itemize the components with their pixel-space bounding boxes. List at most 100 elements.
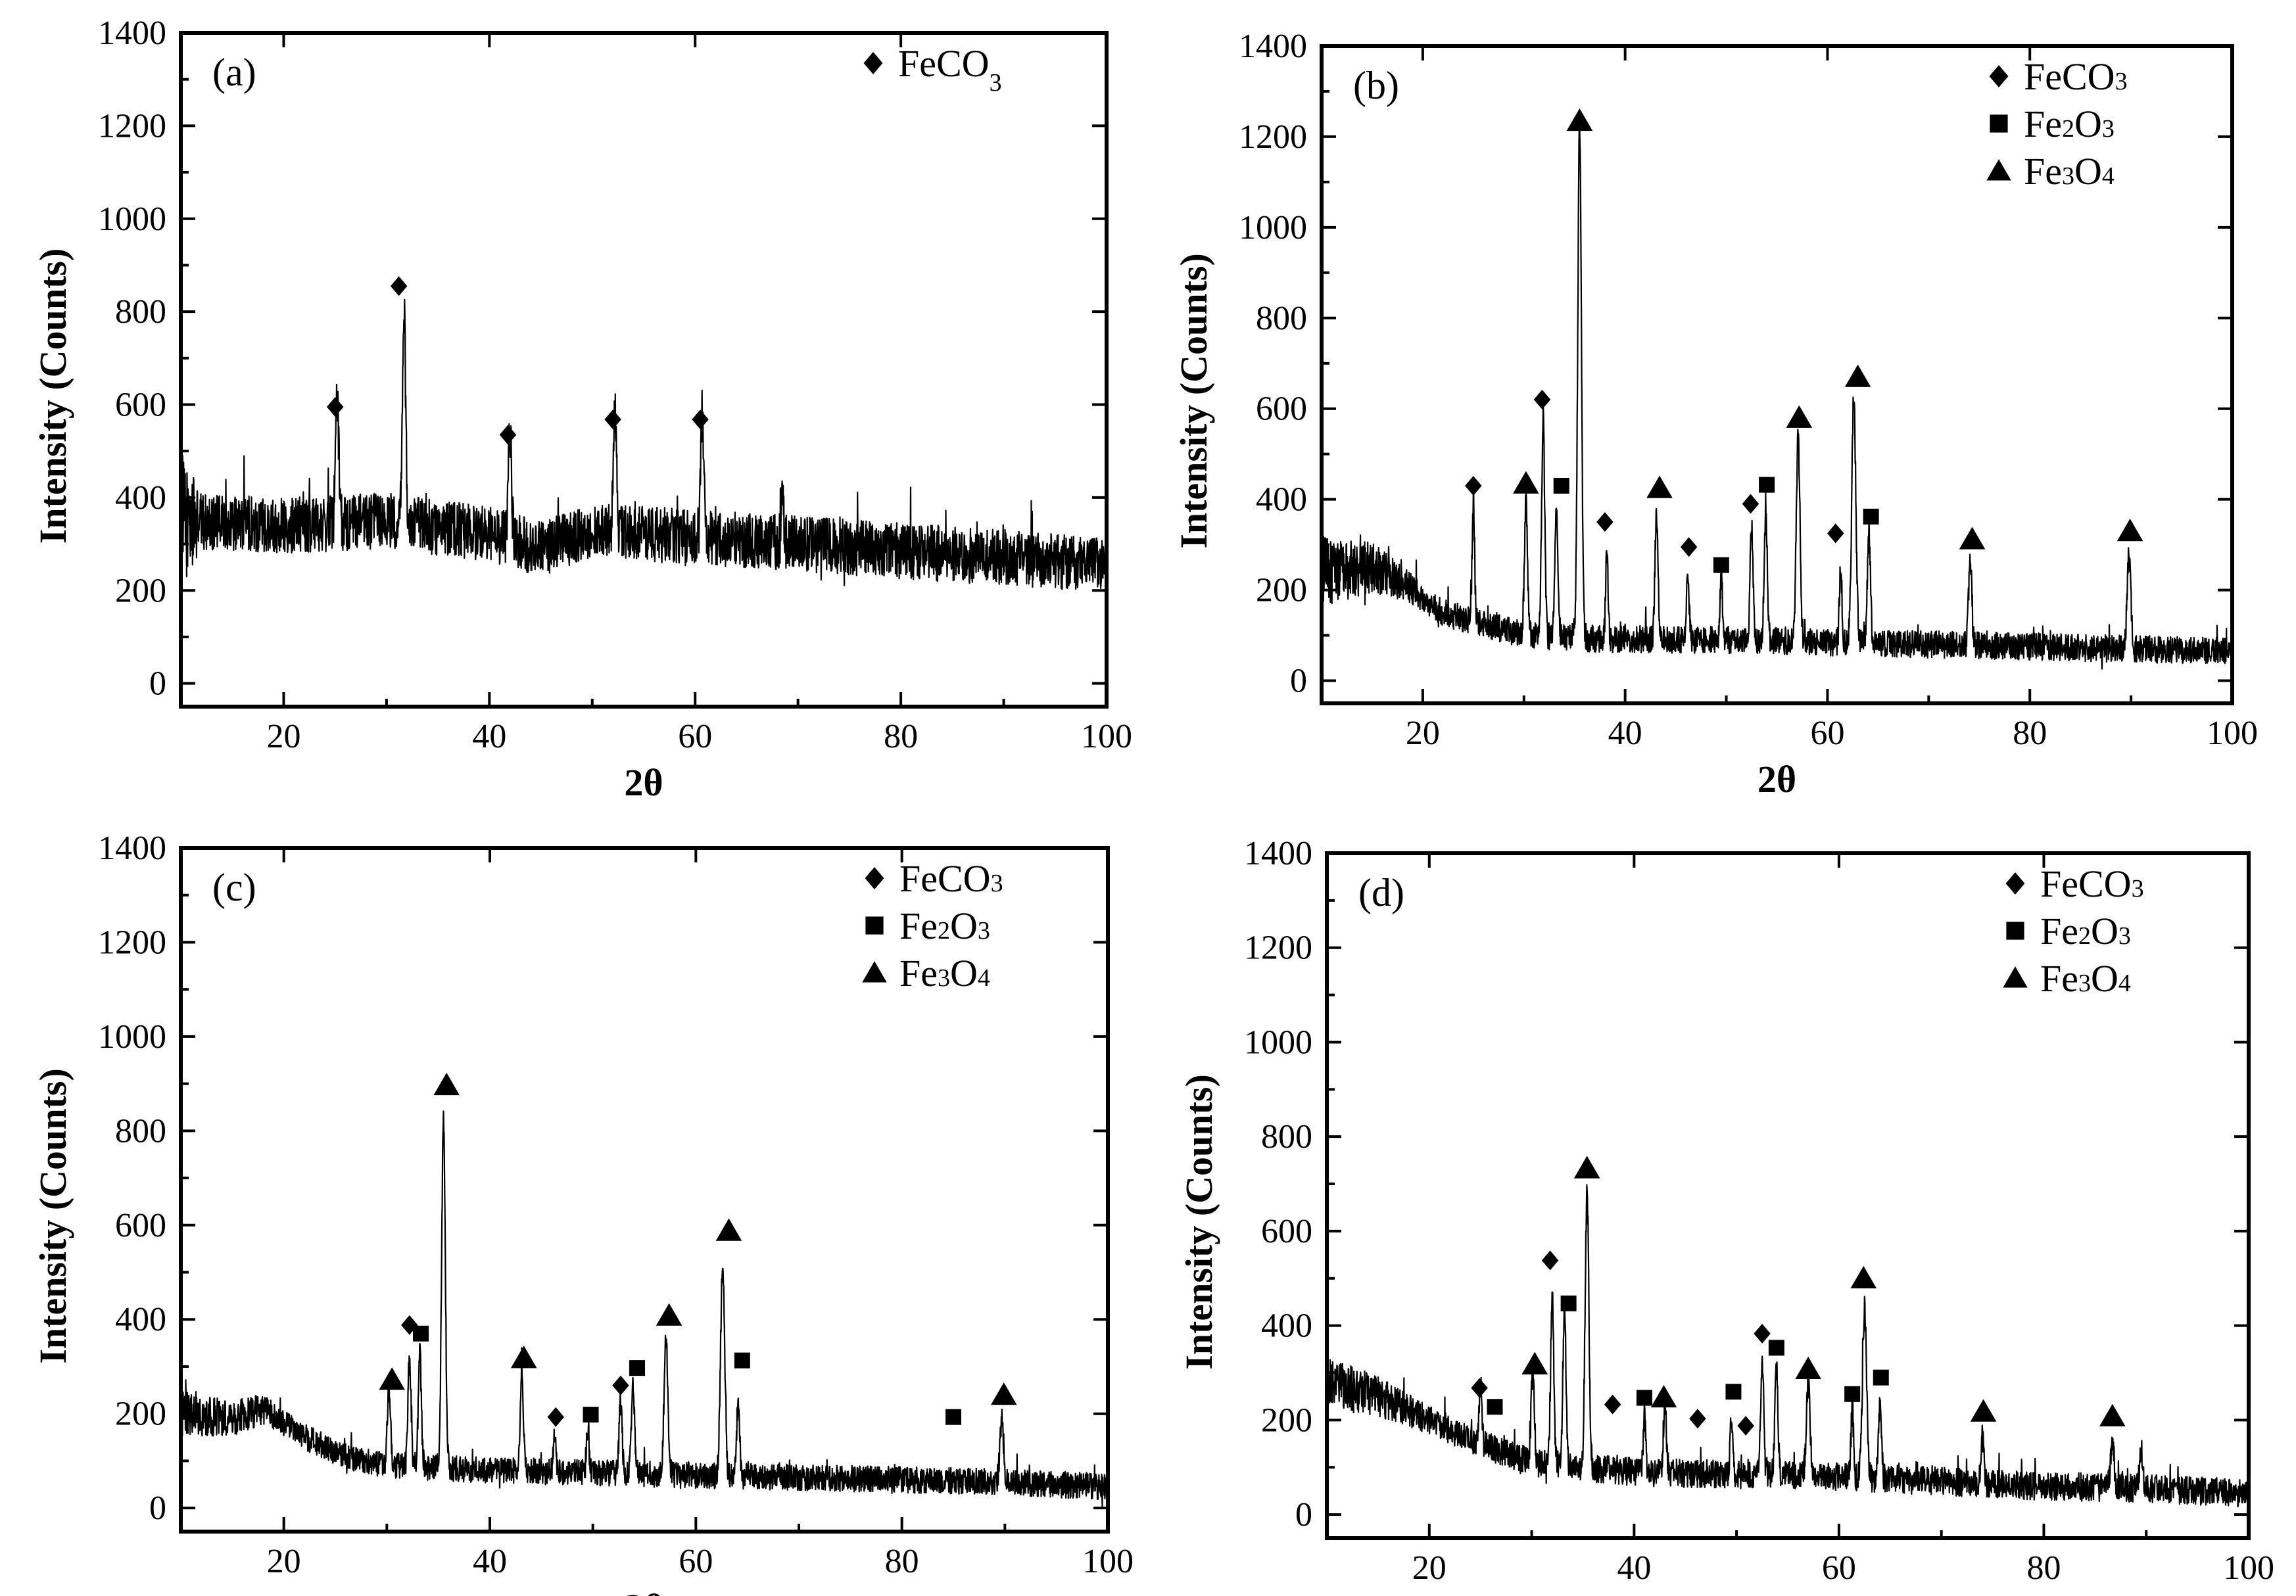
peak-marker-triangle [1844, 364, 1871, 387]
x-tick-label-c-20: 20 [267, 1543, 301, 1580]
y-tick-label-d-800: 800 [1261, 1118, 1312, 1156]
peak-marker-triangle [379, 1367, 405, 1390]
x-tick-label-c-40: 40 [473, 1543, 507, 1580]
formula-subscript: 2 [2078, 922, 2091, 950]
peak-marker-diamond [499, 425, 517, 445]
formula-subscript: 3 [938, 964, 950, 992]
formula-subscript: 2 [2062, 115, 2074, 143]
peak-marker-square [734, 1352, 750, 1369]
peak-marker-square [1725, 1384, 1742, 1400]
y-tick-label-a-400: 400 [115, 479, 166, 517]
y-tick-label-b-800: 800 [1256, 300, 1307, 337]
peak-marker-square [1487, 1399, 1503, 1415]
peak-marker-triangle [2099, 1403, 2126, 1426]
y-tick-label-d-400: 400 [1261, 1307, 1312, 1345]
peak-markers-d [1471, 1156, 2126, 1436]
peak-marker-triangle [1786, 405, 1813, 428]
x-tick-label-b-20: 20 [1406, 715, 1440, 752]
legend-entry-c-2: Fe3O4 [899, 952, 990, 995]
plot-frame-a [179, 31, 1109, 709]
y-axis-title-a: Intensity (Counts) [32, 248, 74, 544]
peak-marker-diamond [1533, 389, 1551, 410]
formula-text: Fe [899, 904, 938, 947]
peak-marker-diamond [390, 276, 408, 296]
y-tick-label-b-1400: 1400 [1239, 28, 1307, 65]
x-tick-label-b-40: 40 [1608, 715, 1642, 752]
formula-subscript: 4 [978, 964, 990, 992]
formula-subscript: 3 [2062, 162, 2074, 190]
peak-marker-diamond [1604, 1394, 1621, 1415]
legend-marker-diamond [2005, 872, 2025, 895]
xrd-trace-a [181, 298, 1107, 593]
peak-marker-triangle [1513, 471, 1539, 494]
panel-label-d: (d) [1358, 871, 1404, 914]
legend-entry-d-1: Fe2O3 [2040, 910, 2131, 952]
panel-b: 0 200 400 600 800 1000 1200 1400 20 40 60 80 100 2θ In… [1172, 28, 2258, 801]
peak-marker-diamond [326, 397, 344, 417]
formula-text: Fe [2040, 862, 2078, 905]
legend-marker-triangle [1986, 159, 2011, 181]
x-tick-label-b-60: 60 [1810, 715, 1844, 752]
formula-subscript: 3 [2118, 922, 2131, 950]
legend-marker-diamond [1989, 65, 2009, 87]
panel-label-c: (c) [212, 866, 256, 909]
x-tick-label-d-20: 20 [1412, 1549, 1447, 1587]
formula-subscript: 3 [2102, 115, 2115, 143]
peak-marker-diamond [1754, 1323, 1771, 1344]
peak-marker-triangle [1650, 1384, 1677, 1408]
xrd-trace-b [1322, 124, 2232, 670]
peak-marker-triangle [1850, 1265, 1877, 1289]
panel-label-b: (b) [1353, 64, 1399, 107]
peak-markers-a [326, 276, 709, 445]
y-tick-label-b-400: 400 [1256, 481, 1307, 519]
y-tick-label-d-0: 0 [1295, 1496, 1312, 1534]
plot-frame-d [1325, 851, 2251, 1540]
formula-subscript: 3 [2132, 875, 2144, 903]
peak-marker-diamond [1680, 537, 1698, 557]
legend-entry-b-0: FeCO3 [2024, 55, 2128, 98]
peak-marker-square [1636, 1390, 1652, 1406]
y-tick-label-d-1200: 1200 [1244, 929, 1312, 967]
x-tick-label-d-100: 100 [2223, 1549, 2274, 1587]
x-tick-label-a-100: 100 [1081, 718, 1132, 755]
legend-marker-triangle [2003, 966, 2028, 988]
peak-markers-b [1465, 108, 2143, 573]
y-tick-label-c-1200: 1200 [98, 924, 166, 961]
formula-text: O [950, 952, 978, 995]
peak-marker-triangle [990, 1382, 1017, 1405]
x-tick-label-c-60: 60 [679, 1543, 713, 1580]
plot-frame-c [179, 846, 1110, 1534]
peak-marker-square [1560, 1295, 1577, 1311]
peak-marker-square [1844, 1386, 1861, 1402]
peak-marker-diamond [547, 1407, 565, 1427]
x-tick-label-c-80: 80 [885, 1543, 919, 1580]
formula-text: O [2091, 910, 2118, 952]
legend-entry-d-0: FeCO3 [2040, 862, 2144, 905]
x-tick-label-d-80: 80 [2026, 1549, 2061, 1587]
formula-text: Fe [2024, 103, 2062, 145]
y-tick-label-d-200: 200 [1261, 1401, 1312, 1439]
peak-marker-square [945, 1409, 961, 1425]
formula-subscript: 3 [991, 870, 1003, 897]
peak-marker-square [413, 1325, 429, 1342]
panel-d: 0 200 400 600 800 1000 1200 1400 20 40 60 80 100 2θ In… [1178, 835, 2274, 1596]
x-tick-label-d-40: 40 [1617, 1549, 1651, 1587]
legend-a: FeCO3 [863, 42, 1002, 97]
y-tick-label-a-1000: 1000 [98, 200, 166, 238]
peak-marker-square [629, 1360, 646, 1376]
y-tick-label-a-0: 0 [149, 665, 166, 703]
formula-text: Fe [2040, 910, 2078, 952]
formula-text: Fe [2024, 55, 2062, 98]
y-axis-title-c: Intensity (Counts) [32, 1068, 74, 1364]
peak-markers-c [379, 1072, 1017, 1427]
peak-marker-triangle [1566, 108, 1593, 131]
y-tick-label-c-400: 400 [115, 1301, 166, 1338]
formula-subscript: 3 [2115, 68, 2128, 95]
formula-subscript: 4 [2118, 970, 2131, 997]
x-axis-title-c: 2θ [625, 1586, 663, 1596]
xrd-trace-d [1327, 1184, 2249, 1508]
y-tick-label-b-600: 600 [1256, 390, 1307, 428]
formula-text: CO [938, 857, 991, 900]
